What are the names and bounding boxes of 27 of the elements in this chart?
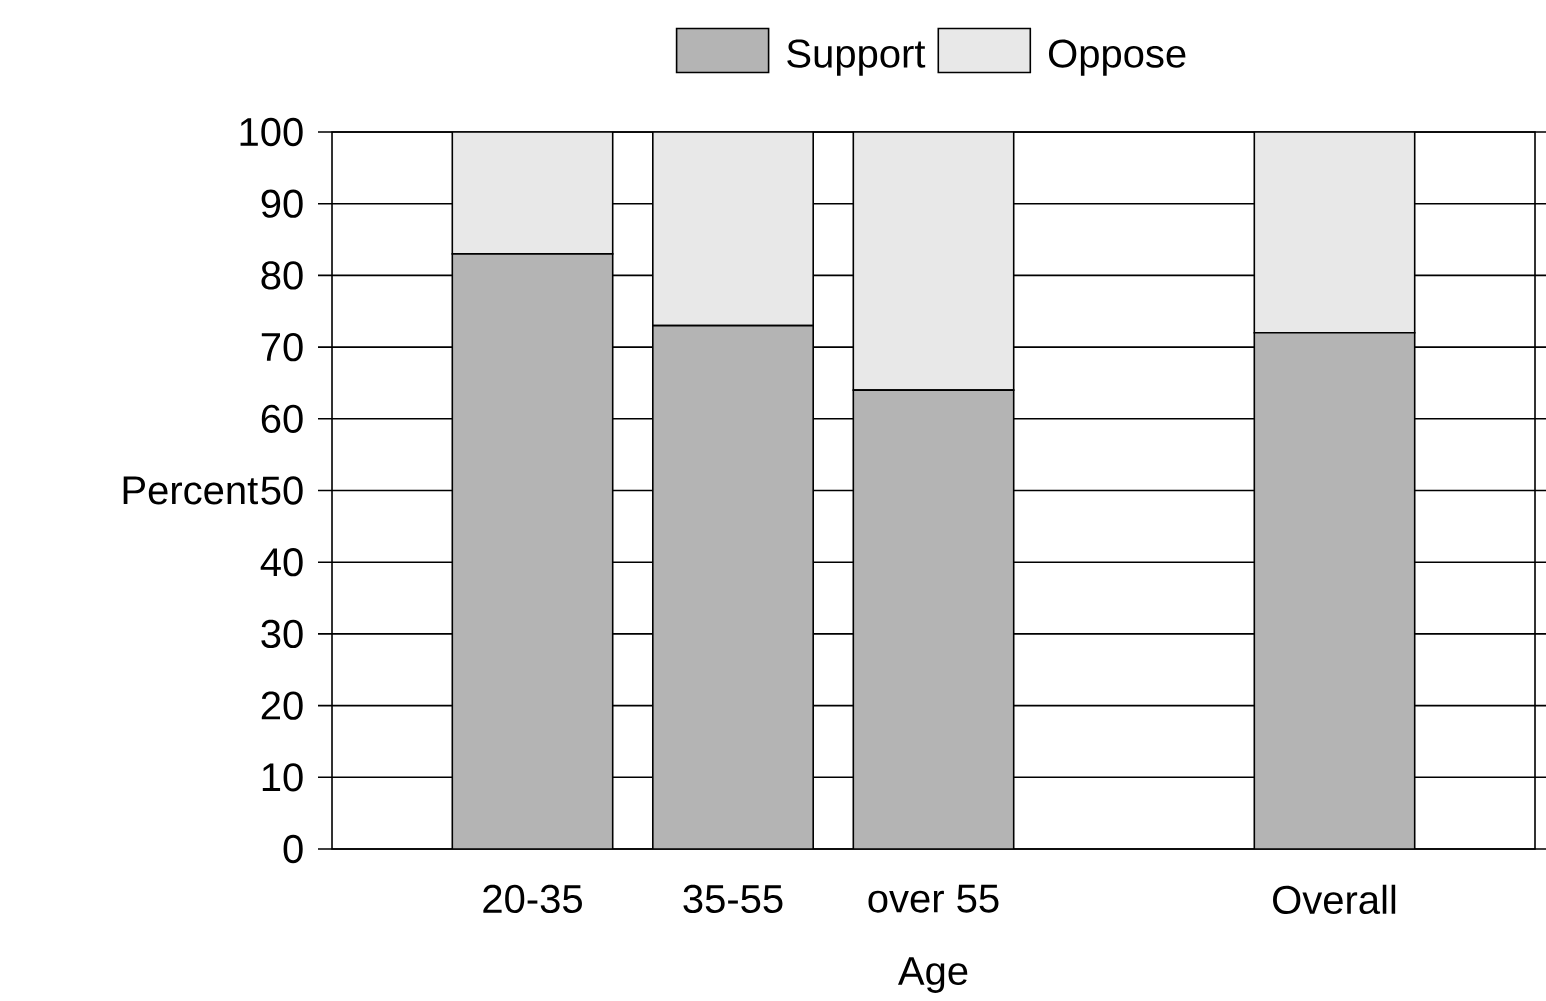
y-tick-label: 60: [261, 404, 303, 433]
legend-label: Support: [787, 39, 926, 76]
x-tick-label: Overall: [1273, 884, 1396, 915]
y-tick-label: 0: [283, 834, 303, 864]
bar: [852, 131, 1015, 391]
x-tick-label: 35-55: [683, 884, 783, 914]
y-tick-label: 20: [261, 691, 303, 720]
y-tick-label: 100: [240, 117, 303, 147]
y-tick-label: 90: [261, 189, 303, 218]
y-tick-label: 50: [261, 476, 303, 505]
y-tick-label: 70: [261, 332, 303, 362]
bar: [451, 131, 614, 255]
y-tick-label: 80: [261, 261, 303, 290]
y-tick-label: 10: [262, 763, 303, 792]
bar: [852, 389, 1015, 849]
y-tick-label: 40: [260, 548, 303, 577]
y-tick-label: 30: [261, 619, 303, 649]
bar: [1253, 131, 1416, 334]
x-tick-label: over 55: [868, 884, 999, 913]
bar: [1253, 331, 1416, 849]
y-axis-title: Percent: [123, 476, 258, 505]
bar: [652, 131, 814, 327]
bar: [652, 324, 814, 849]
bar: [451, 253, 614, 849]
x-axis-title: Age: [897, 957, 968, 993]
legend-label: Oppose: [1048, 39, 1186, 76]
x-tick-label: 20-35: [483, 884, 582, 914]
